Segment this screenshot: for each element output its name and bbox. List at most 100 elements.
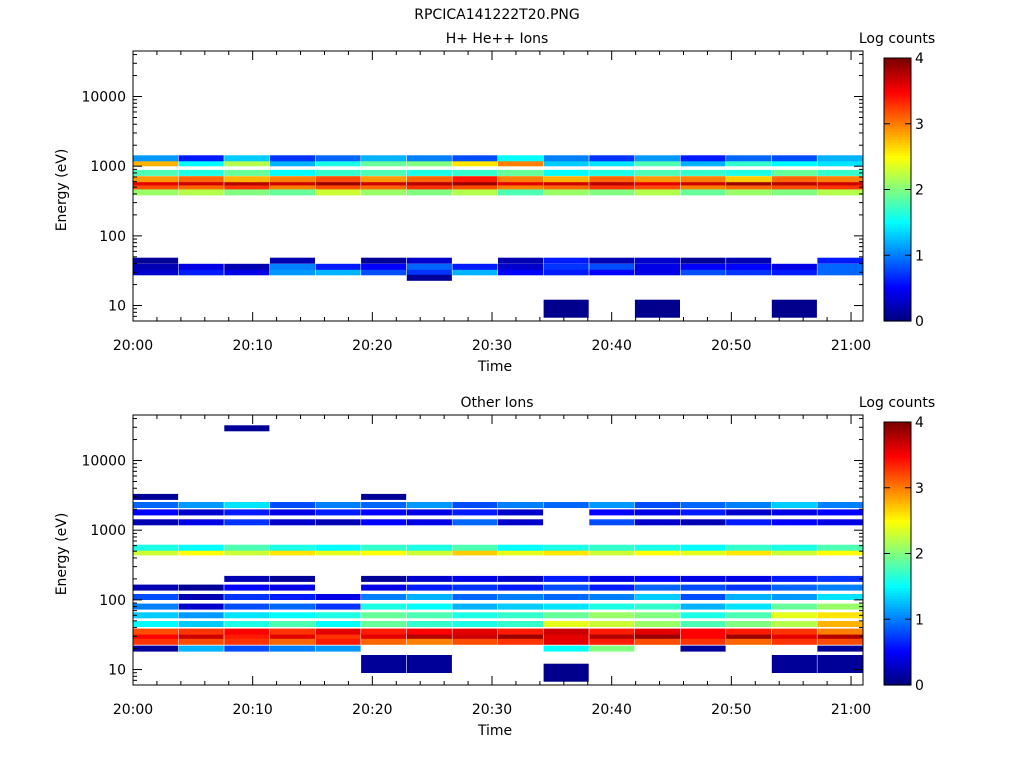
heatmap-cell: [498, 584, 544, 591]
colorbar-tick-label: 0: [915, 678, 924, 694]
heatmap-cell: [452, 628, 498, 635]
heatmap-cell: [771, 176, 817, 183]
heatmap-cell: [178, 549, 224, 556]
heatmap-cell: [361, 181, 407, 188]
heatmap-cell: [589, 185, 635, 192]
heatmap-cell: [634, 509, 680, 516]
colorbar-segment: [884, 200, 911, 204]
colorbar-tick-label: 2: [915, 183, 924, 199]
colorbar-segment: [884, 136, 911, 141]
heatmap-cell: [680, 519, 726, 526]
heatmap-cell: [726, 509, 772, 516]
heatmap-cell: [543, 544, 589, 551]
colorbar-segment: [884, 592, 911, 597]
colorbar-segment: [884, 527, 911, 531]
heatmap-cell: [452, 189, 498, 196]
heatmap-cell: [680, 645, 726, 652]
colorbar-segment: [884, 89, 911, 93]
colorbar-segment: [884, 490, 911, 494]
heatmap-cell: [224, 584, 270, 591]
colorbar-tick-label: 3: [915, 117, 924, 133]
heatmap-cell: [361, 176, 407, 183]
heatmap-cell: [589, 633, 635, 640]
heatmap-cell: [269, 502, 315, 508]
colorbar-segment: [884, 542, 911, 547]
colorbar-segment: [884, 118, 911, 122]
heatmap-cell: [680, 257, 726, 264]
heatmap-cell: [224, 176, 270, 183]
heatmap-cell: [726, 185, 772, 192]
colorbar-segment: [884, 671, 911, 676]
x-tick-label: 21:00: [831, 702, 871, 718]
heatmap-cell: [726, 181, 772, 188]
heatmap-cell: [771, 575, 817, 582]
heatmap-cell: [406, 274, 452, 281]
colorbar-segment: [884, 514, 911, 518]
heatmap-cell: [133, 493, 179, 500]
colorbar-segment: [884, 566, 911, 570]
x-tick-label: 20:10: [232, 338, 272, 354]
heatmap-cell: [452, 638, 498, 645]
colorbar-segment: [884, 524, 911, 528]
heatmap-cell: [634, 628, 680, 635]
heatmap-cell: [406, 621, 452, 627]
colorbar-segment: [884, 590, 911, 594]
heatmap-cell: [178, 502, 224, 508]
heatmap-cell: [315, 185, 361, 192]
heatmap-cell: [406, 263, 452, 270]
heatmap-cell: [589, 269, 635, 276]
heatmap-cell: [315, 181, 361, 188]
heatmap-cell: [543, 160, 589, 167]
colorbar-segment: [884, 624, 911, 628]
colorbar-segment: [884, 178, 911, 183]
colorbar-segment: [884, 424, 911, 428]
heatmap-cell: [224, 575, 270, 582]
x-tick-label: 20:10: [232, 702, 272, 718]
heatmap-cell: [315, 621, 361, 627]
heatmap-cell: [361, 169, 407, 176]
colorbar-segment: [884, 234, 911, 238]
heatmap-cell: [498, 160, 544, 167]
colorbar-segment: [884, 556, 911, 560]
heatmap-cell: [543, 549, 589, 556]
heatmap-cell: [771, 544, 817, 551]
heatmap-cell: [589, 584, 635, 591]
colorbar-segment: [884, 186, 911, 191]
heatmap-cell: [361, 621, 407, 627]
heatmap-cell: [543, 299, 589, 318]
heatmap-cell: [133, 519, 179, 526]
heatmap-cell: [543, 594, 589, 600]
y-axis: 10 100 1000 10000: [81, 54, 863, 322]
colorbar-segment: [884, 197, 911, 201]
heatmap-cell: [543, 612, 589, 619]
heatmap-cell: [269, 181, 315, 188]
heatmap-cell: [133, 612, 179, 619]
y-axis-label: Energy (eV): [54, 513, 70, 596]
heatmap-cell: [543, 181, 589, 188]
heatmap-cell: [817, 519, 863, 526]
heatmap-cell: [771, 584, 817, 591]
heatmap-cell: [817, 612, 863, 619]
heatmap-cell: [771, 621, 817, 627]
x-tick-label: 20:40: [592, 702, 632, 718]
heatmap-cell: [224, 185, 270, 192]
heatmap-cell: [224, 544, 270, 551]
colorbar-segment: [884, 189, 911, 193]
heatmap-cell: [817, 185, 863, 192]
x-tick-label: 20:50: [711, 338, 751, 354]
colorbar-segment: [884, 202, 911, 206]
colorbar-segment: [884, 205, 911, 209]
colorbar-segment: [884, 474, 911, 478]
heatmap-cell: [634, 176, 680, 183]
colorbar-segment: [884, 545, 911, 549]
heatmap-cell: [498, 603, 544, 610]
heatmap-cell: [589, 621, 635, 627]
heatmap-cell: [726, 160, 772, 167]
heatmap-cell: [726, 257, 772, 264]
heatmap-cell: [361, 633, 407, 640]
colorbar-segment: [884, 207, 911, 212]
heatmap-cell: [543, 603, 589, 610]
y-tick-label: 1000: [90, 159, 126, 175]
colorbar-segment: [884, 471, 911, 476]
heatmap-cell: [634, 584, 680, 591]
